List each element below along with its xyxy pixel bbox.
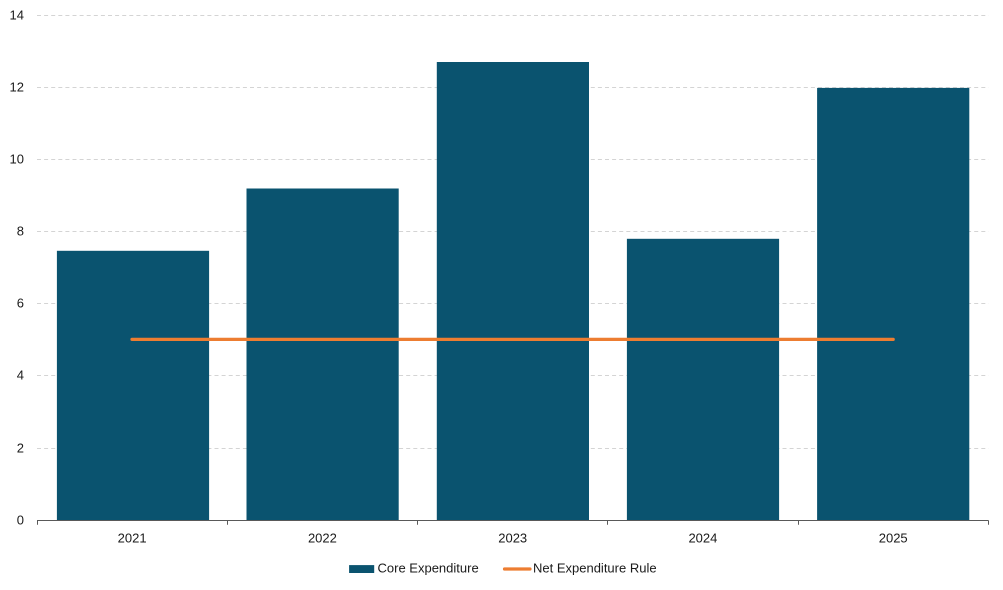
svg-text:2024: 2024 (688, 531, 717, 546)
svg-text:2025: 2025 (879, 531, 908, 546)
svg-text:Net Expenditure Rule: Net Expenditure Rule (533, 561, 657, 576)
svg-text:0: 0 (17, 512, 24, 527)
svg-text:2021: 2021 (118, 531, 147, 546)
svg-text:Core Expenditure: Core Expenditure (378, 561, 479, 576)
svg-text:2: 2 (17, 440, 24, 455)
svg-text:14: 14 (10, 7, 24, 22)
svg-text:2022: 2022 (308, 531, 337, 546)
svg-text:12: 12 (10, 79, 24, 94)
svg-text:6: 6 (17, 295, 24, 310)
svg-text:8: 8 (17, 223, 24, 238)
svg-text:2023: 2023 (498, 531, 527, 546)
svg-text:10: 10 (10, 151, 24, 166)
svg-text:4: 4 (17, 367, 24, 382)
